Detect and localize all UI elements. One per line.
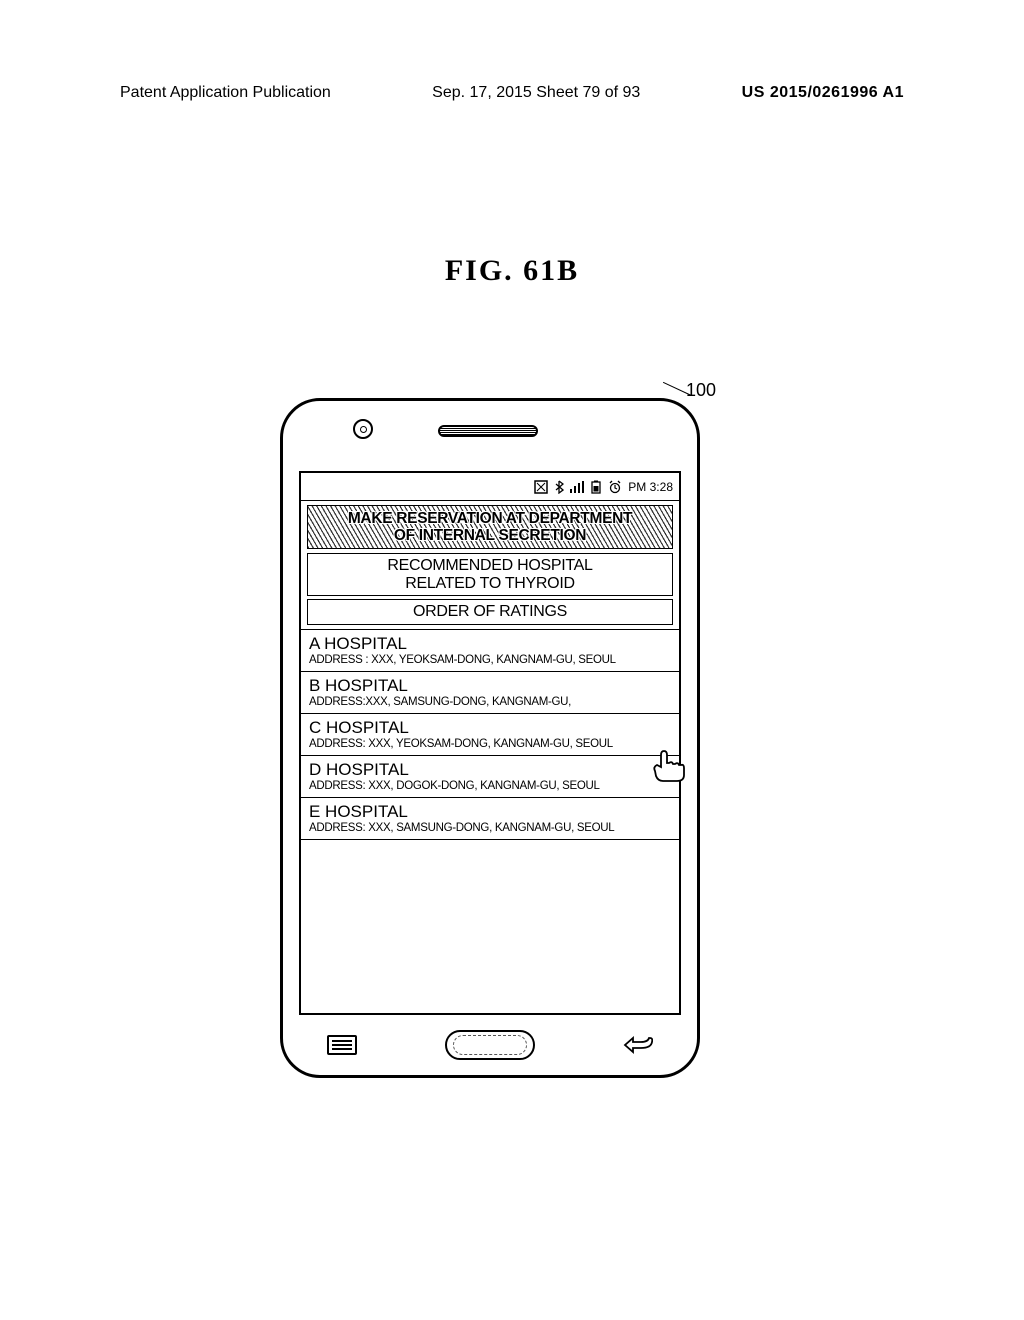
hospital-address: ADDRESS: XXX, DOGOK-DONG, KANGNAM-GU, SE… (309, 780, 671, 792)
reference-number: 100 (686, 380, 716, 401)
list-item[interactable]: C HOSPITAL ADDRESS: XXX, YEOKSAM-DONG, K… (301, 713, 679, 755)
back-button[interactable] (623, 1032, 653, 1059)
header-center: Sep. 17, 2015 Sheet 79 of 93 (432, 84, 640, 102)
order-label: ORDER OF RATINGS (413, 603, 567, 620)
list-item[interactable]: A HOSPITAL ADDRESS : XXX, YEOKSAM-DONG, … (301, 629, 679, 671)
reservation-banner[interactable]: MAKE RESERVATION AT DEPARTMENT OF INTERN… (307, 505, 673, 549)
hospital-address: ADDRESS: XXX, YEOKSAM-DONG, KANGNAM-GU, … (309, 738, 671, 750)
cursor-hand-icon (649, 747, 689, 783)
speaker-grille (438, 425, 538, 437)
screen: PM 3:28 MAKE RESERVATION AT DEPARTMENT O… (299, 471, 681, 1015)
camera-icon (353, 419, 373, 439)
hospital-name: B HOSPITAL (309, 676, 671, 696)
hospital-address: ADDRESS:XXX, SAMSUNG-DONG, KANGNAM-GU, (309, 696, 671, 708)
hospital-address: ADDRESS: XXX, SAMSUNG-DONG, KANGNAM-GU, … (309, 822, 671, 834)
list-item[interactable]: E HOSPITAL ADDRESS: XXX, SAMSUNG-DONG, K… (301, 797, 679, 839)
phone-outline: PM 3:28 MAKE RESERVATION AT DEPARTMENT O… (280, 398, 700, 1078)
signal-icon (570, 481, 585, 493)
page-header: Patent Application Publication Sep. 17, … (0, 84, 1024, 102)
home-button[interactable] (445, 1030, 535, 1060)
header-right: US 2015/0261996 A1 (742, 84, 904, 102)
status-time: PM 3:28 (628, 480, 673, 494)
hospital-name: A HOSPITAL (309, 634, 671, 654)
bluetooth-icon (554, 480, 564, 494)
nfc-icon (534, 480, 548, 494)
recommended-box[interactable]: RECOMMENDED HOSPITAL RELATED TO THYROID (307, 553, 673, 596)
hospital-address: ADDRESS : XXX, YEOKSAM-DONG, KANGNAM-GU,… (309, 654, 671, 666)
banner-line2: OF INTERNAL SECRETION (314, 527, 666, 544)
figure-label: FIG. 61B (0, 254, 1024, 288)
battery-icon (590, 480, 602, 494)
status-bar: PM 3:28 (301, 473, 679, 501)
recommended-line1: RECOMMENDED HOSPITAL (314, 557, 666, 575)
list-item[interactable]: B HOSPITAL ADDRESS:XXX, SAMSUNG-DONG, KA… (301, 671, 679, 713)
alarm-icon (608, 480, 622, 494)
banner-line1: MAKE RESERVATION AT DEPARTMENT (314, 510, 666, 527)
recommended-line2: RELATED TO THYROID (314, 575, 666, 593)
hospital-list: A HOSPITAL ADDRESS : XXX, YEOKSAM-DONG, … (301, 629, 679, 840)
header-left: Patent Application Publication (120, 84, 331, 102)
order-box[interactable]: ORDER OF RATINGS (307, 599, 673, 625)
hospital-name: D HOSPITAL (309, 760, 671, 780)
hospital-name: E HOSPITAL (309, 802, 671, 822)
nav-button-row (283, 1027, 697, 1063)
list-item[interactable]: D HOSPITAL ADDRESS: XXX, DOGOK-DONG, KAN… (301, 755, 679, 797)
menu-button[interactable] (327, 1035, 357, 1055)
hospital-name: C HOSPITAL (309, 718, 671, 738)
